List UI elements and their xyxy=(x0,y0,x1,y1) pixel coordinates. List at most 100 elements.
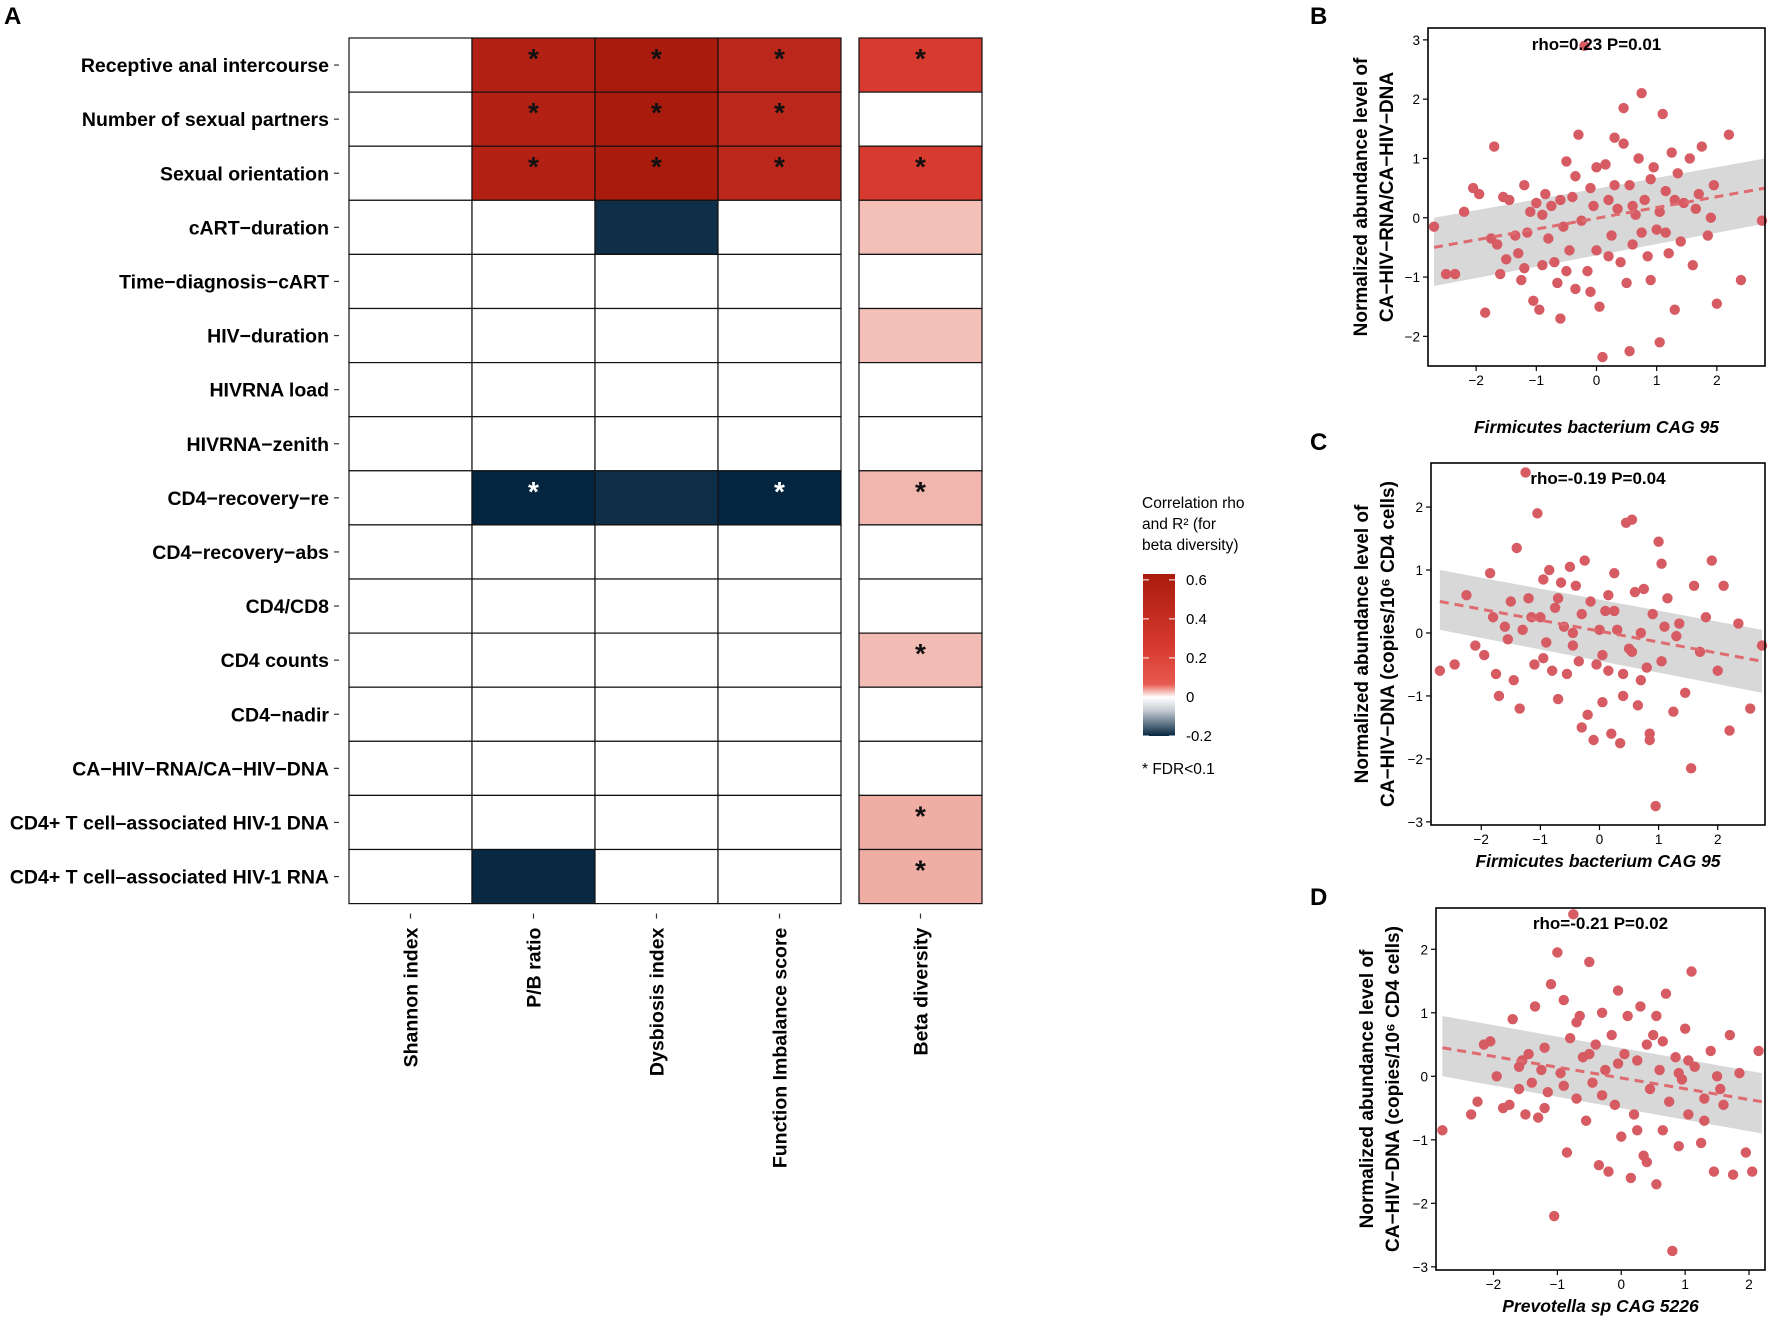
scatter-point xyxy=(1654,1064,1665,1076)
scatter-point xyxy=(1493,690,1505,702)
panel-c: C −2 −1 0 1 2 2 1 0 −1 −2 −3 rho=-0.19 P=0.04 Firmic… xyxy=(1310,429,1768,871)
scatter-point xyxy=(1687,259,1698,271)
scatter-point xyxy=(1651,1179,1662,1190)
scatter-point xyxy=(1561,156,1572,167)
row-label: cART−duration xyxy=(189,217,329,239)
scatter-point xyxy=(1612,985,1624,996)
scatter-point xyxy=(1558,1080,1569,1092)
scatter-point xyxy=(1567,640,1579,651)
heatmap-cell xyxy=(594,632,719,688)
legend-color-bar xyxy=(1143,574,1175,736)
heatmap-cell xyxy=(471,578,596,634)
heatmap-cell xyxy=(471,740,596,796)
scatter-point xyxy=(1678,197,1689,209)
heatmap-cell xyxy=(717,470,842,526)
heatmap-cell xyxy=(717,524,842,580)
scatter-point xyxy=(1603,665,1614,676)
significance-star: * xyxy=(915,638,926,669)
scatter-point xyxy=(1715,1083,1726,1095)
row-label: HIVRNA−zenith xyxy=(187,434,329,456)
heatmap-cell xyxy=(594,470,719,526)
heatmap-cell xyxy=(471,632,596,688)
y-axis-label-line1: Normalized abundance level of xyxy=(1352,504,1373,783)
scatter-point xyxy=(1449,268,1461,280)
scatter-point xyxy=(1673,1140,1684,1152)
scatter-point xyxy=(1535,612,1546,623)
heatmap-cell xyxy=(594,199,719,256)
scatter-point xyxy=(1555,577,1567,588)
legend-tick-label: 0.2 xyxy=(1186,650,1207,667)
scatter-point xyxy=(1546,200,1557,212)
scatter-point xyxy=(1647,608,1658,620)
row-label: CD4−nadir xyxy=(231,704,329,726)
significance-star: * xyxy=(915,800,926,831)
scatter-point xyxy=(1718,580,1729,591)
scatter-point xyxy=(1606,728,1617,739)
column-label: P/B ratio xyxy=(524,928,546,1008)
column-label: Beta diversity xyxy=(911,927,933,1055)
scatter-point xyxy=(1523,1048,1534,1060)
scatter-point xyxy=(1537,209,1548,220)
scatter-point xyxy=(1564,1032,1576,1044)
scatter-point xyxy=(1636,227,1647,238)
scatter-point xyxy=(1740,1147,1752,1158)
x-tick-label: 0 xyxy=(1618,1277,1626,1292)
heatmap-cell xyxy=(348,470,473,526)
scatter-point xyxy=(1705,1045,1716,1057)
scatter-point xyxy=(1571,1093,1582,1104)
scatter-point xyxy=(1561,668,1573,680)
y-tick-label: 2 xyxy=(1415,500,1423,515)
scatter-point xyxy=(1627,200,1638,212)
scatter-point xyxy=(1517,624,1528,636)
scatter-point xyxy=(1537,259,1548,271)
scatter-point xyxy=(1531,197,1542,209)
scatter-point xyxy=(1727,1169,1739,1180)
heatmap-cell xyxy=(348,848,473,905)
scatter-point xyxy=(1606,230,1617,241)
scatter-point xyxy=(1582,265,1593,277)
scatter-point xyxy=(1603,590,1614,601)
scatter-point xyxy=(1491,1071,1502,1082)
scatter-point xyxy=(1632,1125,1643,1136)
panel-a: A Receptive anal intercourse Number of se… xyxy=(4,3,1245,1168)
heatmap-cells xyxy=(348,37,983,905)
scatter-point xyxy=(1753,1045,1764,1057)
scatter-point xyxy=(1663,1096,1675,1107)
scatter-point xyxy=(1582,709,1593,721)
scatter-point xyxy=(1428,221,1440,232)
scatter-point xyxy=(1642,251,1653,262)
heatmap-cell xyxy=(471,794,596,851)
y-tick-label: 1 xyxy=(1415,563,1423,578)
significance-star: * xyxy=(774,97,785,128)
heatmap-cell xyxy=(594,307,719,364)
scatter-point xyxy=(1622,1010,1633,1022)
scatter-point xyxy=(1638,583,1650,595)
scatter-point xyxy=(1573,129,1584,140)
scatter-point xyxy=(1485,1036,1496,1047)
scatter-point xyxy=(1702,230,1714,241)
scatter-point xyxy=(1679,1023,1691,1034)
scatter-point xyxy=(1711,298,1723,309)
heatmap-cell xyxy=(858,416,983,472)
scatter-point xyxy=(1484,567,1496,579)
x-axis-label: Firmicutes bacterium CAG 95 xyxy=(1475,851,1720,871)
scatter-point xyxy=(1567,191,1578,203)
significance-star: * xyxy=(528,476,539,507)
scatter-point xyxy=(1544,564,1555,576)
scatter-point xyxy=(1549,602,1561,613)
scatter-point xyxy=(1495,268,1506,280)
x-tick-label: −2 xyxy=(1468,373,1483,388)
scatter-point xyxy=(1533,1112,1544,1123)
scatter-point xyxy=(1600,1064,1611,1076)
heatmap-cell xyxy=(348,686,473,742)
plot-frame xyxy=(1435,907,1766,1271)
scatter-point xyxy=(1539,1102,1550,1114)
heatmap-cell xyxy=(471,307,596,364)
scatter-point xyxy=(1600,605,1611,617)
scatter-point xyxy=(1635,675,1647,686)
y-tick-label: −2 xyxy=(1413,1196,1428,1211)
legend-tick-label: 0 xyxy=(1186,689,1194,706)
heatmap-cell xyxy=(717,686,842,742)
scatter-point xyxy=(1561,265,1572,277)
scatter-point xyxy=(1570,580,1582,591)
